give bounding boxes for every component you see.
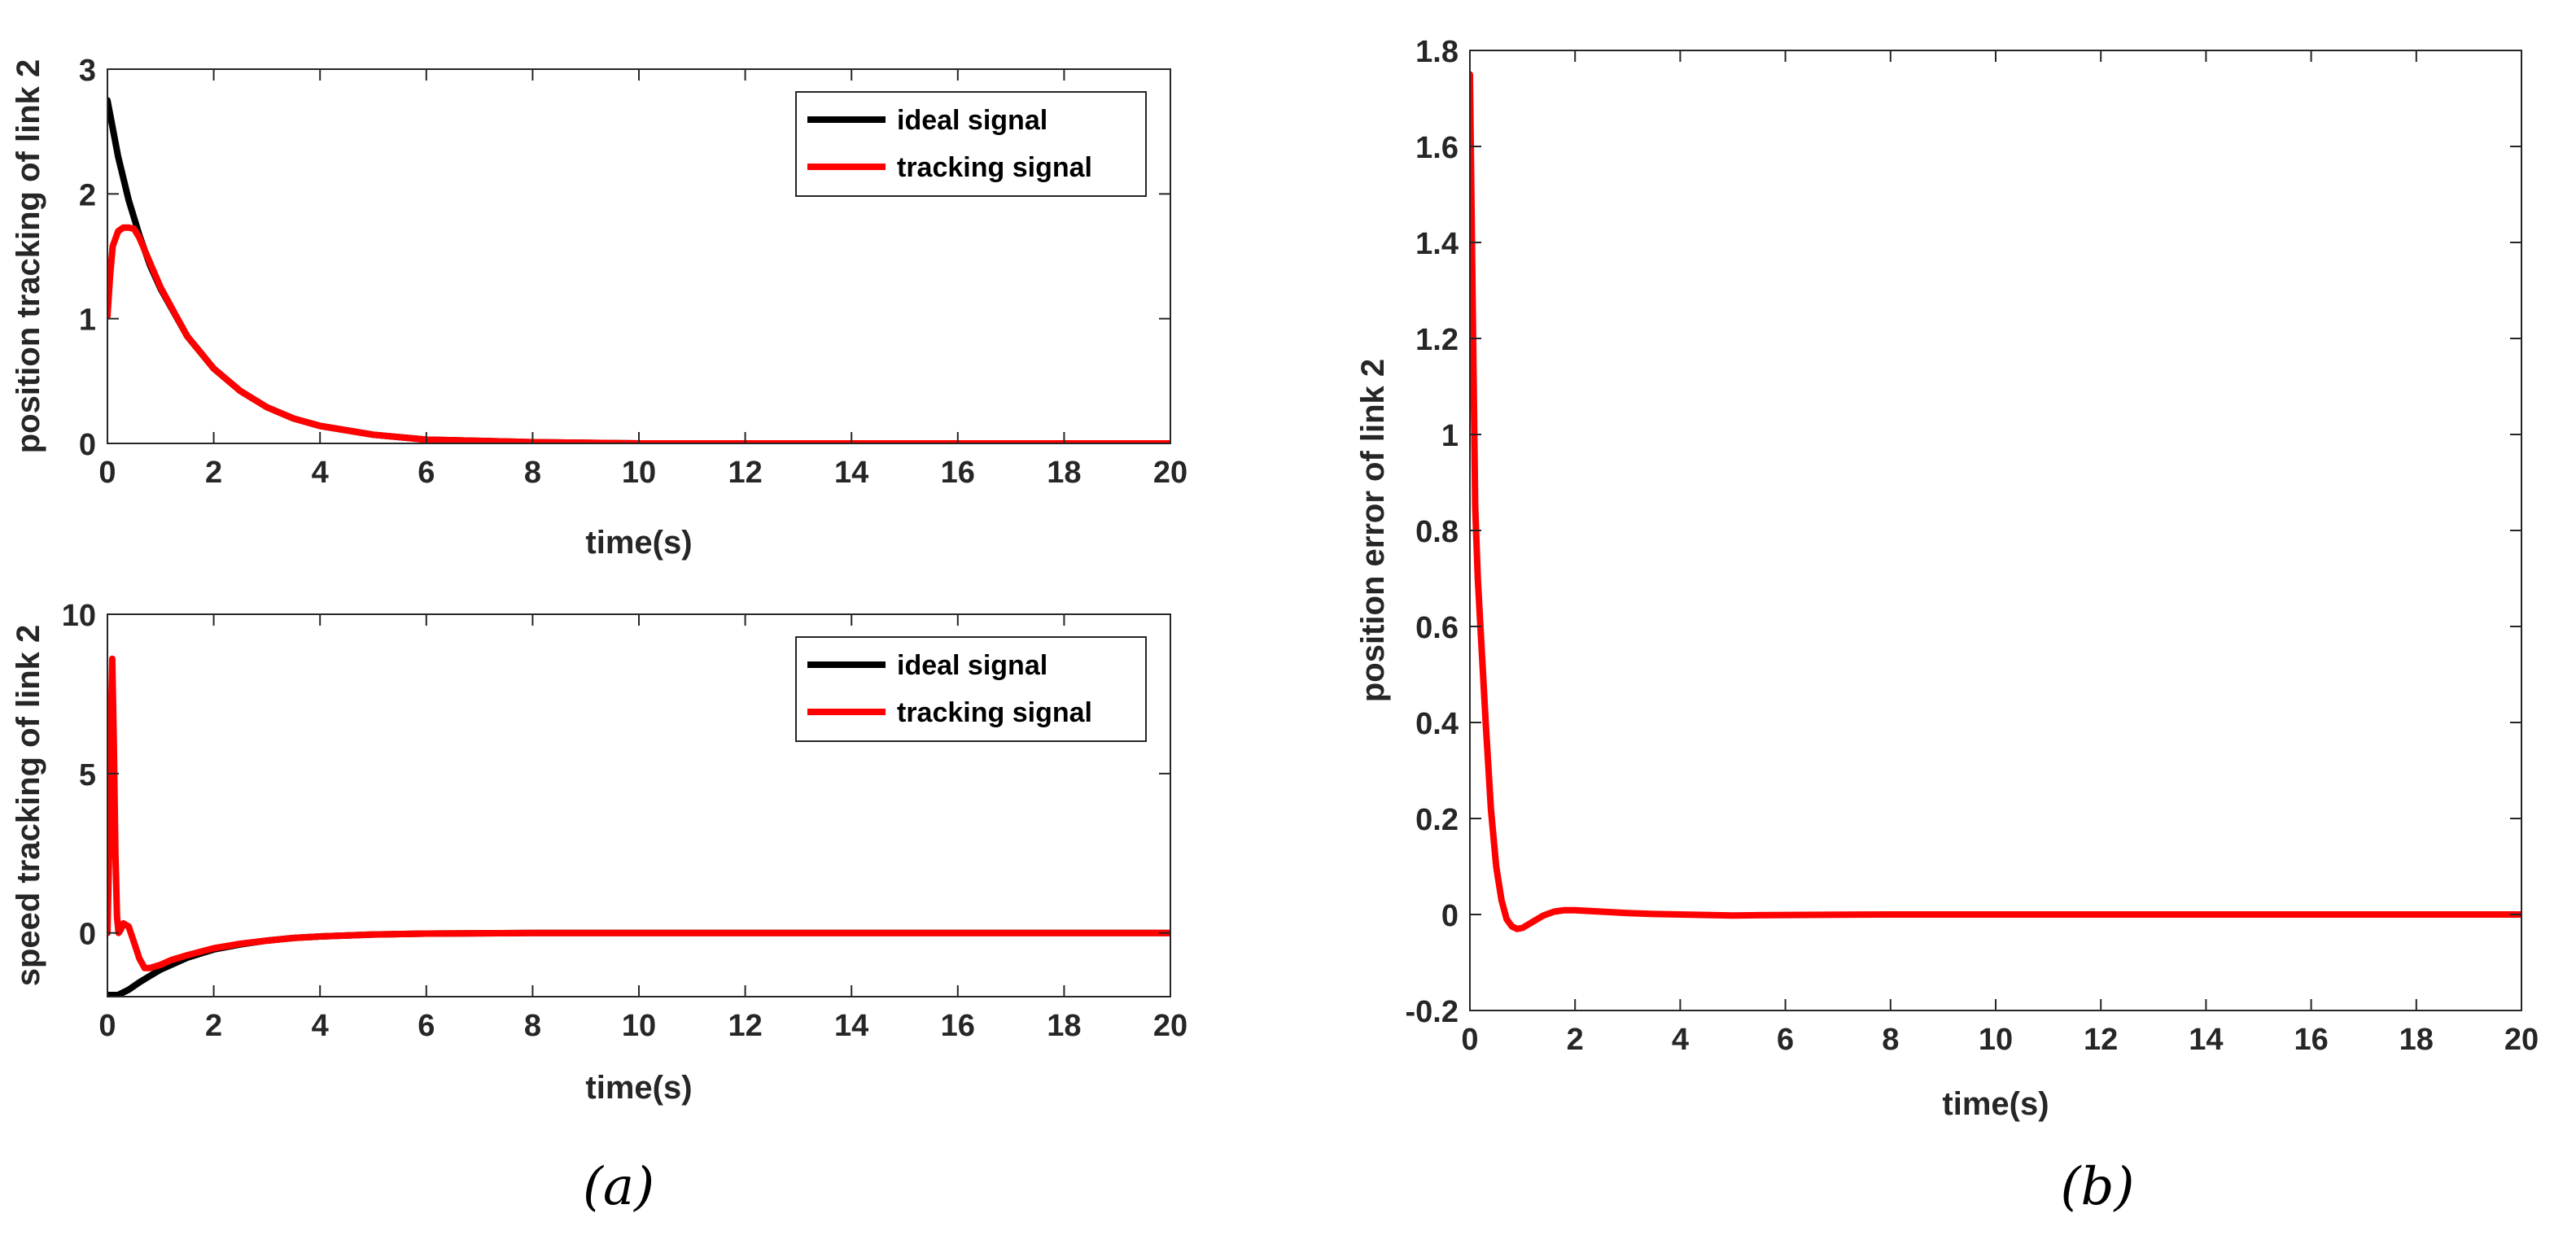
caption-b: (b) [2061, 1157, 2135, 1217]
x-tick-label: 6 [418, 456, 435, 490]
legend-entry: ideal signal [897, 105, 1047, 136]
y-tick-label: 1.2 [1415, 323, 1459, 357]
x-tick-label: 16 [941, 456, 975, 490]
legend-entry: tracking signal [897, 697, 1092, 728]
x-axis-label-right: time(s) [1942, 1086, 2049, 1122]
x-tick-label: 20 [2504, 1023, 2539, 1057]
x-tick-label: 0 [98, 1009, 116, 1043]
y-tick-label: 10 [62, 599, 96, 633]
panel-speed-tracking: 0 2 4 6 8 10 12 14 16 18 20 0 5 10 time(s) speed tracki… [11, 599, 1187, 1106]
caption-a: (a) [583, 1157, 654, 1217]
x-tick-label: 12 [728, 1009, 762, 1043]
x-tick-label: 0 [98, 456, 116, 490]
series-line-right-error [1470, 71, 2521, 932]
x-tick-label: 12 [2084, 1023, 2118, 1057]
series-line-bottom-tracking-signal [107, 655, 1170, 971]
y-tick-label: 1.6 [1415, 131, 1459, 165]
x-tick-label: 4 [1672, 1023, 1689, 1057]
y-tick-label: 1.8 [1415, 35, 1459, 69]
x-tick-label: 2 [205, 456, 222, 490]
x-tick-label: 18 [1047, 1009, 1081, 1043]
x-tick-label: 14 [834, 456, 868, 490]
y-axis-label-bottom: speed tracking of link 2 [11, 625, 46, 987]
legend-entry: ideal signal [897, 650, 1047, 681]
x-tick-label: 14 [834, 1009, 868, 1043]
y-tick-label: 2 [79, 178, 96, 212]
y-tick-label: 5 [79, 758, 96, 792]
y-tick-label: 1.4 [1415, 227, 1459, 261]
series-line-top-tracking-signal [107, 224, 1170, 443]
y-tick-label: 0.2 [1415, 803, 1459, 837]
x-tick-label: 8 [524, 1009, 541, 1043]
y-tick-label: 0.4 [1415, 707, 1459, 741]
legend-entry: tracking signal [897, 152, 1092, 183]
x-axis-label-top: time(s) [585, 525, 692, 561]
legend-box [795, 636, 1147, 742]
x-tick-label: 16 [2294, 1023, 2328, 1057]
x-tick-label: 10 [622, 456, 656, 490]
legend-top: ideal signal tracking signal [795, 91, 1147, 197]
y-tick-label: 1 [1441, 419, 1459, 453]
x-tick-label: 2 [205, 1009, 222, 1043]
x-tick-label: 14 [2189, 1023, 2223, 1057]
y-axis-label-right: position error of link 2 [1355, 359, 1391, 702]
y-tick-label: -0.2 [1406, 995, 1459, 1029]
x-tick-label: 8 [524, 456, 541, 490]
x-tick-label: 18 [1047, 456, 1081, 490]
x-axis-label-bottom: time(s) [585, 1070, 692, 1106]
y-axis-label-top: position tracking of link 2 [11, 59, 46, 454]
y-tick-label: 0.6 [1415, 611, 1459, 645]
x-tick-label: 10 [622, 1009, 656, 1043]
x-tick-label: 12 [728, 456, 762, 490]
x-tick-label: 2 [1567, 1023, 1584, 1057]
x-tick-label: 4 [312, 1009, 329, 1043]
legend-bottom: ideal signal tracking signal [795, 636, 1147, 742]
y-tick-label: 0 [79, 428, 96, 462]
y-tick-label: 1 [79, 303, 96, 338]
y-tick-label: 0 [79, 918, 96, 952]
x-tick-label: 16 [941, 1009, 975, 1043]
x-tick-label: 6 [418, 1009, 435, 1043]
x-tick-label: 10 [1979, 1023, 2013, 1057]
axes-frame-right [1469, 50, 2522, 1011]
y-tick-label: 0.8 [1415, 515, 1459, 549]
x-tick-label: 0 [1461, 1023, 1478, 1057]
x-tick-label: 20 [1153, 456, 1187, 490]
x-tick-label: 6 [1777, 1023, 1794, 1057]
y-tick-label: 3 [79, 54, 96, 88]
x-tick-label: 4 [312, 456, 329, 490]
x-tick-label: 18 [2399, 1023, 2434, 1057]
x-tick-label: 20 [1153, 1009, 1187, 1043]
x-tick-label: 8 [1882, 1023, 1899, 1057]
y-tick-label: 0 [1441, 899, 1459, 933]
panel-position-error: 0 2 4 6 8 10 12 14 16 18 20-0.200.20.40.60.811.21.… [1355, 35, 2539, 1122]
legend-box [795, 91, 1147, 197]
